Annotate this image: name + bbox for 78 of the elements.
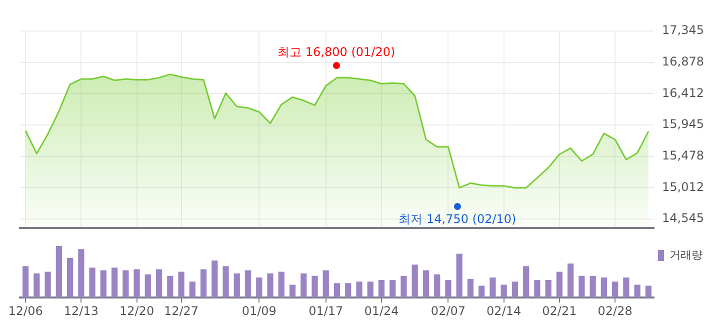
bar (512, 282, 518, 298)
bar (534, 280, 540, 298)
x-tick-label: 01/09 (242, 304, 276, 318)
x-tick-label: 02/07 (430, 304, 466, 318)
bar (334, 283, 340, 298)
bar (134, 269, 140, 298)
bar (56, 246, 62, 298)
bar (612, 282, 618, 298)
x-tick-label: 02/28 (598, 304, 632, 318)
bar (34, 273, 40, 298)
bar (490, 277, 496, 298)
legend-label: 거래량 (670, 248, 702, 262)
bar (289, 284, 296, 298)
bar (634, 284, 640, 298)
y-tick-label: 15,945 (662, 117, 704, 132)
bar (122, 270, 129, 298)
bar (66, 258, 74, 298)
y-tick-label: 15,478 (662, 148, 704, 163)
bar (267, 273, 274, 298)
bar (100, 270, 106, 298)
x-tick-label: 01/24 (364, 304, 399, 318)
y-tick-label: 17,345 (662, 23, 704, 38)
y-tick-label: 16,878 (662, 54, 704, 68)
bar (390, 280, 396, 298)
bar (22, 266, 29, 298)
x-tick-label: 12/20 (119, 304, 154, 318)
bar (456, 254, 462, 298)
y-tick-label: 15,012 (662, 180, 704, 194)
bar (400, 276, 407, 298)
bar (378, 280, 385, 298)
bar (189, 282, 196, 298)
bar (367, 282, 374, 298)
bar (212, 260, 218, 298)
bar (89, 268, 96, 298)
bar (167, 276, 174, 298)
bar (578, 276, 585, 298)
bar (556, 272, 563, 298)
bar (434, 274, 440, 298)
bar (156, 269, 162, 298)
bar (445, 280, 452, 298)
bar (244, 270, 252, 298)
bar (500, 284, 507, 298)
x-tick-label: 02/21 (542, 304, 577, 318)
bar (300, 273, 307, 298)
bar (144, 274, 151, 298)
bar (545, 280, 552, 298)
bar (256, 277, 262, 298)
bar (78, 249, 84, 298)
annotation: 최저 14,750 (02/10) (398, 210, 516, 228)
x-tick-label: 01/17 (308, 304, 344, 318)
annotation: 최고 16,800 (01/20) (278, 44, 396, 62)
bar (623, 277, 630, 298)
bar (200, 269, 207, 298)
bar (312, 276, 318, 298)
x-tick-label: 12/27 (164, 304, 199, 318)
bar (412, 264, 418, 298)
x-tick-label: 02/14 (486, 304, 522, 318)
bar (590, 276, 596, 298)
bar (478, 286, 485, 298)
bar (222, 266, 229, 298)
bar (178, 272, 184, 298)
bar (234, 273, 240, 298)
y-tick-label: 14,545 (662, 211, 704, 226)
bar (645, 286, 652, 298)
bar (345, 283, 352, 298)
bar (111, 268, 118, 298)
x-tick-label: 12/06 (8, 304, 43, 318)
y-tick-label: 16,412 (662, 86, 704, 100)
bar (422, 270, 430, 298)
bar (568, 264, 574, 298)
bar (278, 272, 284, 298)
bar (600, 277, 608, 298)
bar (523, 266, 530, 298)
bar (356, 282, 362, 298)
x-tick-label: 12/13 (64, 304, 98, 318)
bar (467, 279, 474, 298)
bar (322, 270, 329, 298)
bar (44, 272, 51, 298)
